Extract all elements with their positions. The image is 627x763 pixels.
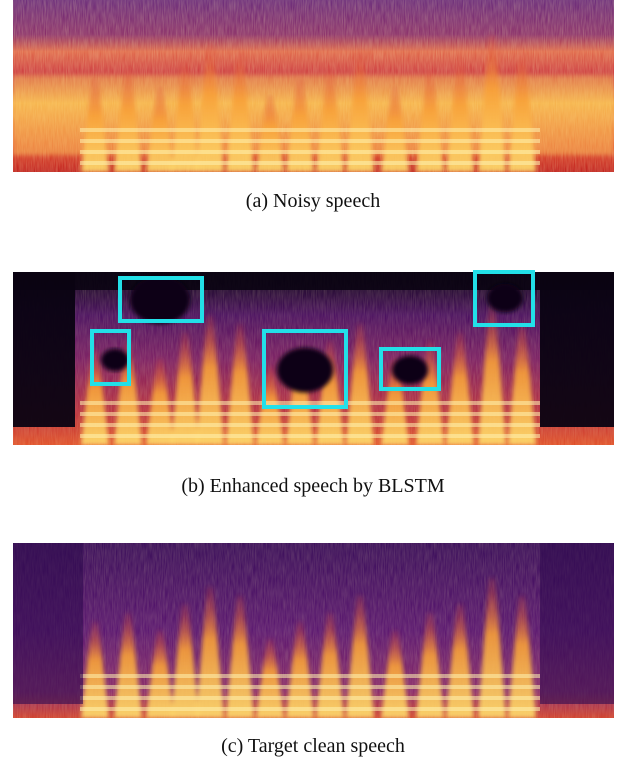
texture xyxy=(13,272,614,290)
texture xyxy=(101,349,129,371)
spectrogram-clean xyxy=(13,543,614,718)
caption: (a) Noisy speech xyxy=(246,190,380,212)
texture xyxy=(80,139,540,143)
spectrogram-noisy xyxy=(13,0,614,172)
texture xyxy=(80,434,540,438)
texture xyxy=(80,150,540,154)
texture xyxy=(487,284,523,313)
texture xyxy=(80,674,540,678)
texture xyxy=(540,272,614,427)
spectrogram-enhanced xyxy=(13,272,614,445)
texture xyxy=(540,543,614,704)
figure: (a) Noisy speech (b) Enhanced speech by … xyxy=(0,0,627,763)
caption: (b) Enhanced speech by BLSTM xyxy=(181,475,444,497)
texture xyxy=(80,707,540,711)
texture xyxy=(80,696,540,700)
texture xyxy=(13,543,83,704)
texture xyxy=(80,423,540,427)
texture xyxy=(80,412,540,416)
texture xyxy=(13,272,75,427)
texture xyxy=(80,128,540,132)
texture xyxy=(392,356,428,385)
texture xyxy=(277,348,333,393)
texture xyxy=(80,401,540,405)
caption: (c) Target clean speech xyxy=(221,735,405,757)
texture xyxy=(80,685,540,689)
texture xyxy=(80,161,540,165)
texture xyxy=(130,276,190,324)
